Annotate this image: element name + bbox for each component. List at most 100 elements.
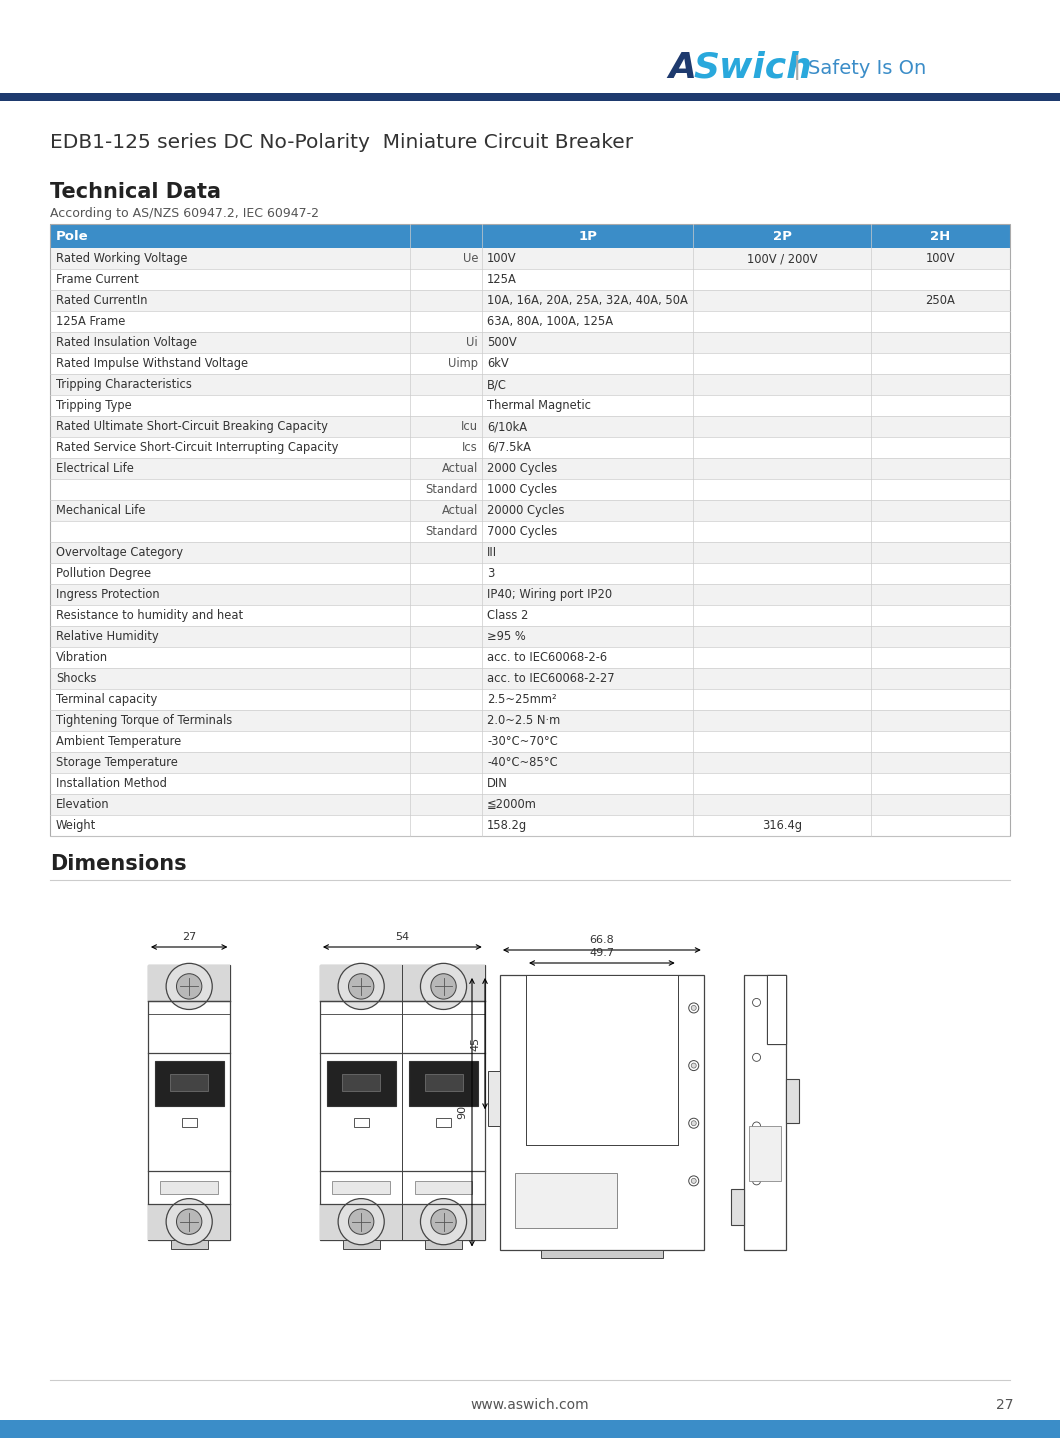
Bar (171, 1240, 208, 1250)
Text: 6kV: 6kV (487, 357, 509, 370)
Text: Resistance to humidity and heat: Resistance to humidity and heat (56, 610, 243, 623)
Circle shape (753, 1054, 760, 1061)
Text: Rated Insulation Voltage: Rated Insulation Voltage (56, 336, 197, 349)
Text: Ue: Ue (462, 252, 478, 265)
Text: Rated CurrentIn: Rated CurrentIn (56, 293, 147, 306)
Circle shape (349, 974, 374, 999)
Bar (171, 1074, 208, 1090)
Text: Dimensions: Dimensions (50, 854, 187, 874)
Bar (50, 564, 1010, 584)
Text: 500V: 500V (487, 336, 517, 349)
Bar (148, 1204, 230, 1240)
Text: Class 2: Class 2 (487, 610, 528, 623)
Text: 2000 Cycles: 2000 Cycles (487, 462, 558, 475)
Bar (50, 395, 1010, 416)
Text: III: III (487, 546, 497, 559)
Bar (342, 1240, 379, 1250)
Text: 125A Frame: 125A Frame (56, 315, 125, 328)
Text: Swich: Swich (693, 50, 812, 85)
Text: Storage Temperature: Storage Temperature (56, 756, 178, 769)
Text: 2P: 2P (773, 230, 792, 243)
Text: 20000 Cycles: 20000 Cycles (487, 503, 565, 518)
Text: www.aswich.com: www.aswich.com (471, 1398, 589, 1412)
Text: Pollution Degree: Pollution Degree (56, 567, 152, 580)
Bar (50, 794, 1010, 815)
Bar (515, 1172, 617, 1228)
Bar (767, 975, 787, 1044)
Circle shape (421, 1199, 466, 1245)
Text: Overvoltage Category: Overvoltage Category (56, 546, 183, 559)
Text: 27: 27 (182, 932, 196, 942)
Text: Mechanical Life: Mechanical Life (56, 503, 145, 518)
Text: Standard: Standard (426, 525, 478, 538)
Bar (50, 605, 1010, 626)
Bar (155, 1061, 224, 1106)
Text: Safety Is On: Safety Is On (808, 59, 926, 78)
Bar (333, 1181, 390, 1194)
Text: Electrical Life: Electrical Life (56, 462, 134, 475)
Circle shape (177, 974, 201, 999)
Text: A: A (668, 50, 696, 85)
Bar (0, 1419, 1060, 1438)
Text: Tightening Torque of Terminals: Tightening Torque of Terminals (56, 715, 232, 728)
Circle shape (338, 963, 384, 1009)
Text: B/C: B/C (487, 378, 507, 391)
Bar (50, 290, 1010, 311)
Bar (50, 269, 1010, 290)
Text: 6/10kA: 6/10kA (487, 420, 527, 433)
Text: 54: 54 (395, 932, 409, 942)
Text: 6/7.5kA: 6/7.5kA (487, 441, 531, 454)
Bar (425, 1240, 462, 1250)
Text: 100V: 100V (925, 252, 955, 265)
Text: Thermal Magnetic: Thermal Magnetic (487, 398, 591, 413)
Text: EDB1-125 series DC No-Polarity  Miniature Circuit Breaker: EDB1-125 series DC No-Polarity Miniature… (50, 134, 633, 152)
Bar (50, 457, 1010, 479)
Bar (50, 437, 1010, 457)
Text: 3: 3 (487, 567, 494, 580)
Text: Actual: Actual (442, 462, 478, 475)
Circle shape (689, 1061, 699, 1070)
Text: 1P: 1P (578, 230, 597, 243)
Circle shape (689, 1002, 699, 1012)
Text: Actual: Actual (442, 503, 478, 518)
Bar (50, 224, 1010, 247)
Bar (326, 1061, 395, 1106)
Text: Tripping Characteristics: Tripping Characteristics (56, 378, 192, 391)
Text: Shocks: Shocks (56, 672, 96, 684)
Text: Installation Method: Installation Method (56, 777, 166, 789)
Circle shape (166, 1199, 212, 1245)
Text: 1000 Cycles: 1000 Cycles (487, 483, 558, 496)
Text: Ics: Ics (462, 441, 478, 454)
Bar (181, 1117, 196, 1127)
Circle shape (166, 963, 212, 1009)
Bar (50, 584, 1010, 605)
Bar (50, 815, 1010, 835)
Bar (50, 731, 1010, 752)
Text: 7000 Cycles: 7000 Cycles (487, 525, 558, 538)
Text: 63A, 80A, 100A, 125A: 63A, 80A, 100A, 125A (487, 315, 613, 328)
Bar (320, 1204, 484, 1240)
Text: Terminal capacity: Terminal capacity (56, 693, 157, 706)
Text: acc. to IEC60068-2-27: acc. to IEC60068-2-27 (487, 672, 615, 684)
Text: 27: 27 (996, 1398, 1013, 1412)
Text: Rated Ultimate Short-Circuit Breaking Capacity: Rated Ultimate Short-Circuit Breaking Ca… (56, 420, 328, 433)
Bar (50, 774, 1010, 794)
Text: ≦2000m: ≦2000m (487, 798, 536, 811)
Text: 2.5~25mm²: 2.5~25mm² (487, 693, 556, 706)
Circle shape (753, 1122, 760, 1130)
Bar (50, 669, 1010, 689)
Bar (50, 224, 1010, 835)
Bar (342, 1074, 381, 1090)
Text: Rated Impulse Withstand Voltage: Rated Impulse Withstand Voltage (56, 357, 248, 370)
Text: 66.8: 66.8 (589, 935, 614, 945)
Bar (320, 965, 484, 1240)
Bar (148, 965, 230, 1001)
Bar (787, 1080, 799, 1123)
Text: 100V: 100V (487, 252, 516, 265)
Bar (160, 1181, 218, 1194)
Text: Rated Working Voltage: Rated Working Voltage (56, 252, 188, 265)
Bar (424, 1074, 462, 1090)
Circle shape (430, 974, 456, 999)
Circle shape (430, 1209, 456, 1234)
Text: 2.0~2.5 N·m: 2.0~2.5 N·m (487, 715, 561, 728)
